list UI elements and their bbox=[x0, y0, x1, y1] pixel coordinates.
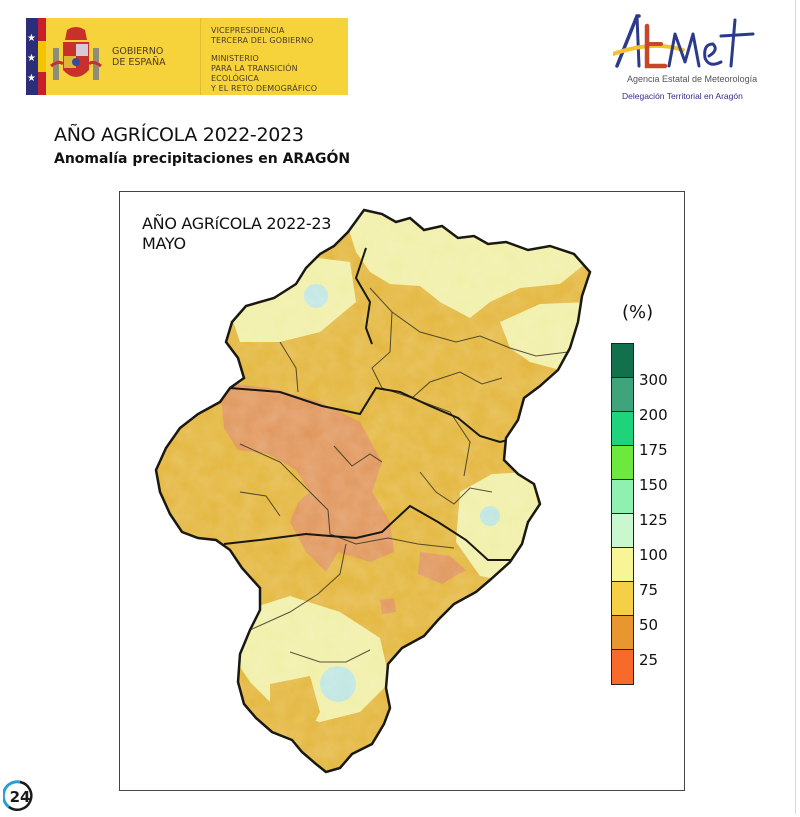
legend-swatch-100-125 bbox=[612, 514, 633, 548]
legend-swatch-125-150 bbox=[612, 480, 633, 514]
ministry-line2: PARA LA TRANSICIÓN ECOLÓGICA bbox=[211, 64, 298, 83]
legend-swatch-200-300 bbox=[612, 378, 633, 412]
legend-swatch-150-175 bbox=[612, 446, 633, 480]
legend-color-scale bbox=[611, 343, 634, 685]
legend-label: 200 bbox=[639, 406, 668, 424]
legend-unit-label: (%) bbox=[622, 302, 654, 323]
page-subtitle: Anomalía precipitaciones en ARAGÓN bbox=[54, 151, 351, 167]
page-edge-rule bbox=[795, 0, 796, 814]
legend-swatch-50-75 bbox=[612, 582, 633, 616]
legend-swatch-175-200 bbox=[612, 412, 633, 446]
vice-line1: VICEPRESIDENCIA bbox=[211, 26, 285, 35]
aragon-map-graphic bbox=[154, 208, 592, 774]
news-24-badge: 24 bbox=[1, 779, 37, 813]
coat-of-arms-icon bbox=[46, 18, 106, 95]
badge-label: 24 bbox=[10, 788, 31, 806]
legend-label: 75 bbox=[639, 581, 659, 599]
precipitation-anomaly-map: AÑO AGRíCOLA 2022-23 MAYO (%) 300 200 17… bbox=[119, 191, 685, 791]
gov-name-line2: DE ESPAÑA bbox=[112, 56, 166, 68]
legend-label: 175 bbox=[639, 441, 668, 459]
legend-swatch-gt300 bbox=[612, 344, 633, 378]
map-title: AÑO AGRíCOLA 2022-23 MAYO bbox=[142, 214, 331, 254]
ministry-line3: Y EL RETO DEMOGRÁFICO bbox=[211, 84, 318, 93]
aemet-wordmark-icon bbox=[613, 14, 755, 69]
aemet-delegation-name: Delegación Territorial en Aragón bbox=[622, 91, 743, 101]
page-title: AÑO AGRÍCOLA 2022-2023 bbox=[54, 124, 304, 146]
eu-spain-flag-icon: ★ ★ ★ bbox=[26, 18, 46, 95]
legend-label: 125 bbox=[639, 511, 668, 529]
aemet-agency-name: Agencia Estatal de Meteorología bbox=[627, 74, 758, 84]
ministry-name: VICEPRESIDENCIA TERCERA DEL GOBIERNO MIN… bbox=[201, 18, 348, 95]
map-title-line1: AÑO AGRíCOLA 2022-23 bbox=[142, 214, 332, 233]
aemet-logo: Agencia Estatal de Meteorología Delegaci… bbox=[605, 14, 775, 104]
legend-swatch-75-100 bbox=[612, 548, 633, 582]
map-title-line2: MAYO bbox=[142, 234, 186, 253]
vice-line2: TERCERA DEL GOBIERNO bbox=[211, 36, 314, 45]
gov-name-line1: GOBIERNO bbox=[112, 45, 164, 57]
legend-swatch-lt25 bbox=[612, 650, 633, 684]
government-name: GOBIERNO DE ESPAÑA bbox=[106, 18, 201, 95]
legend-label: 300 bbox=[639, 371, 668, 389]
legend-label: 50 bbox=[639, 616, 659, 634]
legend-label: 150 bbox=[639, 476, 668, 494]
legend-swatch-25-50 bbox=[612, 616, 633, 650]
legend-label: 25 bbox=[639, 651, 659, 669]
government-of-spain-logo: ★ ★ ★ GOBIERNO DE ESPAÑA VICEPRESIDENCIA… bbox=[26, 18, 348, 95]
legend-label: 100 bbox=[639, 546, 668, 564]
ministry-line1: MINISTERIO bbox=[211, 54, 259, 63]
